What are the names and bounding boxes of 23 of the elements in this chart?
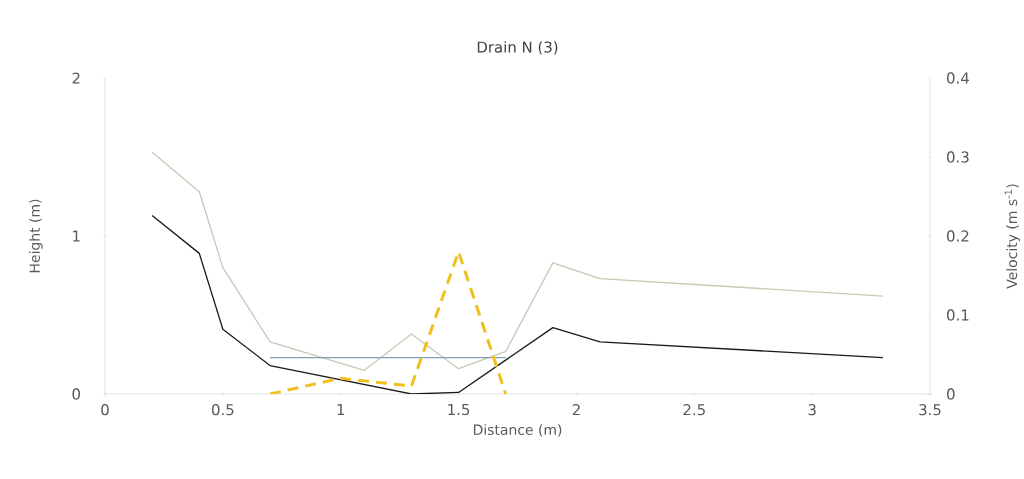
y-tick-label: 0 [72, 388, 80, 400]
y2-tick-label: 0.3 [947, 151, 969, 163]
x-tick-label: 3 [808, 404, 816, 416]
y2-tick-label: 0.4 [947, 72, 969, 84]
line-series [151, 214, 884, 394]
y2-tick-label: 0.1 [947, 309, 969, 321]
x-tick-label: 0.5 [211, 404, 234, 416]
line-series [268, 250, 508, 394]
x-tick-label: 3.5 [919, 404, 941, 416]
x-tick-label: 2.5 [683, 404, 705, 416]
y-axis-title: Height (m) [29, 199, 43, 273]
y2-axis-title: Velocity (m s$^{-1}$) [1004, 184, 1020, 289]
y2-tick-label: 0.2 [947, 230, 969, 242]
y-tick-label: 2 [72, 72, 80, 84]
line-series [151, 151, 884, 371]
x-tick-label: 2 [572, 404, 580, 416]
x-tick-label: 1 [337, 404, 345, 415]
x-tick-label: 1.5 [448, 404, 470, 416]
x-axis-title: Distance (m) [473, 424, 562, 437]
x-tick-label: 0 [101, 404, 109, 416]
y-tick-label: 1 [73, 230, 80, 242]
y2-tick-label: 0 [947, 388, 955, 400]
chart-title: Drain N (3) [477, 41, 558, 55]
